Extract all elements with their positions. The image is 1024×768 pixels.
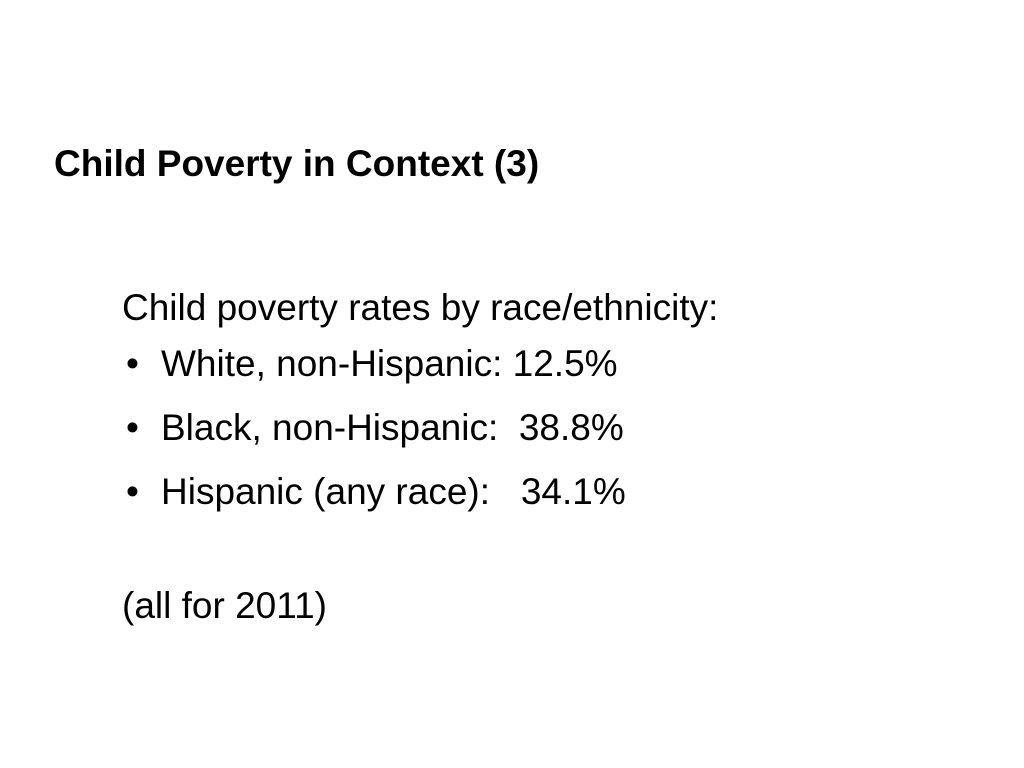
bullet-text-black: Black, non-Hispanic: 38.8% [161, 407, 624, 448]
bullet-icon: • [126, 407, 139, 448]
bullet-text-white: White, non-Hispanic: 12.5% [161, 343, 618, 384]
intro-text: Child poverty rates by race/ethnicity: [122, 287, 719, 328]
list-item: • Black, non-Hispanic: 38.8% [122, 404, 718, 468]
footnote: (all for 2011) [122, 585, 327, 626]
list-item: • Hispanic (any race): 34.1% [122, 468, 718, 532]
bullet-icon: • [126, 471, 139, 512]
bullet-text-hispanic: Hispanic (any race): 34.1% [161, 471, 626, 512]
bullet-icon: • [126, 343, 139, 384]
slide-body: Child poverty rates by race/ethnicity: •… [122, 284, 718, 630]
list-item: • White, non-Hispanic: 12.5% [122, 340, 718, 404]
bullet-list: • White, non-Hispanic: 12.5% • Black, no… [122, 340, 718, 532]
slide-title: Child Poverty in Context (3) [54, 143, 540, 184]
